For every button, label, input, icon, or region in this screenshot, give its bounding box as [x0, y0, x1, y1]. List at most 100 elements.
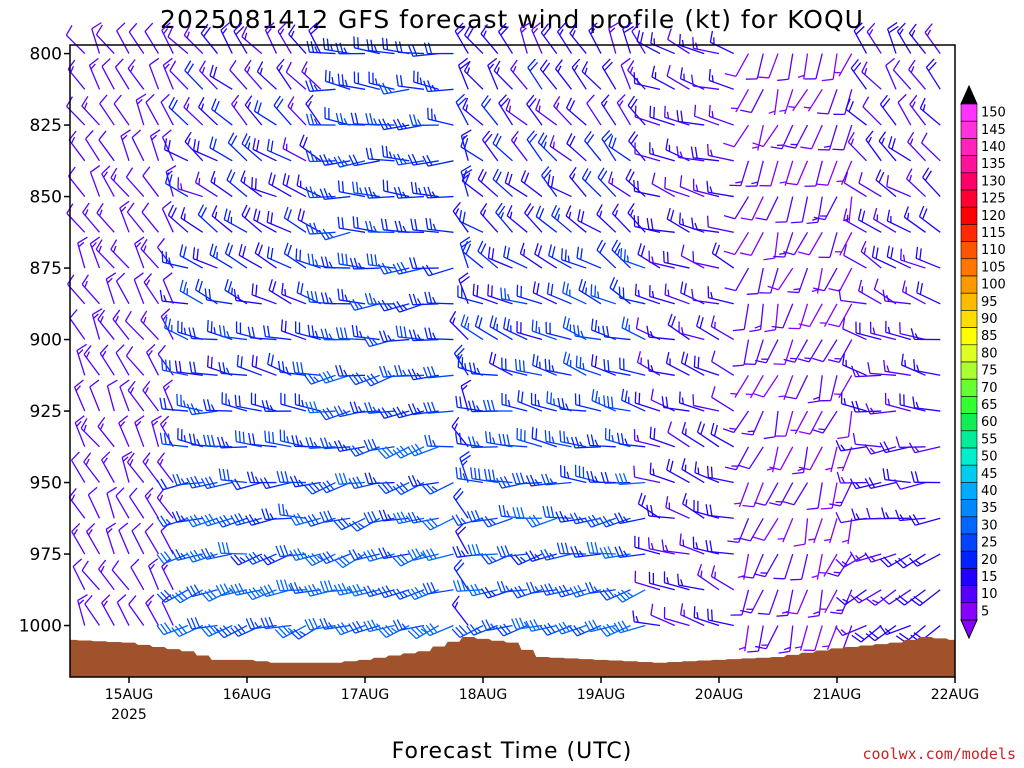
wind-barb [264, 22, 278, 54]
wind-barb [730, 374, 750, 398]
colorbar-swatch [960, 172, 978, 191]
wind-barb [378, 82, 410, 95]
wind-barb [754, 625, 779, 650]
wind-barb [807, 375, 823, 404]
wind-barb [128, 595, 145, 626]
wind-barb [804, 160, 823, 187]
colorbar-label: 145 [981, 123, 1006, 138]
wind-barb [908, 514, 941, 526]
wind-barb [248, 432, 277, 448]
wind-barb [252, 138, 277, 162]
wind-barb [738, 625, 750, 652]
wind-barb [140, 238, 159, 269]
wind-barb [602, 325, 631, 341]
wind-barb [604, 427, 631, 448]
colorbar-swatch [960, 550, 978, 569]
wind-barb [887, 136, 912, 162]
wind-barb [551, 204, 572, 233]
wind-barb [866, 22, 882, 54]
plot-frame [69, 44, 956, 678]
wind-barb [318, 228, 351, 241]
wind-barb [156, 589, 189, 603]
wind-barb [648, 571, 675, 591]
wind-barb [679, 533, 705, 555]
wind-barb [351, 324, 380, 341]
wind-barb [871, 245, 897, 269]
wind-barb [503, 317, 528, 341]
wind-barb [236, 354, 262, 376]
wind-barb [664, 176, 690, 198]
wind-barb [333, 155, 366, 168]
wind-barb [333, 517, 366, 531]
wind-barb [601, 58, 617, 90]
wind-barb [540, 23, 558, 54]
wind-barb [95, 24, 115, 55]
wind-barb [620, 388, 646, 412]
wind-barb [134, 236, 145, 269]
wind-barb [691, 74, 720, 90]
wind-barb [164, 172, 189, 198]
wind-barb [828, 339, 853, 363]
colorbar-label: 130 [981, 174, 1006, 189]
y-tick-label: 850 [30, 188, 62, 208]
wind-barb [174, 360, 203, 376]
wind-barb [324, 69, 351, 90]
wind-barb [266, 246, 292, 269]
wind-barb [458, 209, 484, 233]
wind-barb [908, 442, 941, 454]
x-axis-title: Forecast Time (UTC) [392, 739, 633, 764]
wind-barb [510, 130, 528, 162]
wind-barb [407, 403, 439, 416]
wind-barb [392, 588, 425, 600]
wind-barb [506, 205, 528, 233]
wind-barb [305, 401, 336, 414]
wind-barb [306, 40, 336, 55]
wind-barb [394, 364, 425, 377]
wind-barb [771, 303, 794, 329]
wind-barb [221, 392, 248, 412]
wind-barb [106, 486, 117, 519]
wind-barb [827, 553, 853, 577]
colorbar-swatch [960, 310, 978, 328]
wind-barb [899, 322, 926, 341]
wind-barb [99, 94, 115, 126]
wind-barb [806, 196, 823, 225]
wind-barb [335, 364, 366, 377]
wind-barb [628, 131, 646, 162]
wind-barb [752, 374, 779, 398]
y-axis: 800 825 850 875 900 925 950 975 1000 [19, 45, 70, 637]
wind-barb [407, 153, 439, 166]
wind-barb [245, 551, 277, 565]
wind-barb [493, 60, 513, 90]
wind-barb [101, 451, 115, 483]
wind-barb [633, 465, 661, 484]
wind-barb [616, 432, 646, 448]
wind-barb [422, 581, 454, 595]
wind-barb [240, 170, 263, 198]
wind-barb [546, 282, 572, 305]
wind-barb [220, 22, 233, 54]
wind-barb [192, 247, 218, 269]
colorbar-swatch [960, 585, 978, 604]
wind-barb [753, 517, 779, 541]
wind-barb [233, 289, 262, 305]
wind-barb [277, 22, 292, 54]
wind-barb [392, 118, 425, 131]
colorbar-label: 50 [981, 450, 998, 465]
wind-barb [633, 72, 661, 90]
wind-barb [378, 547, 410, 560]
wind-barb [790, 553, 809, 581]
wind-barb [828, 303, 853, 328]
wind-barb [422, 154, 454, 167]
wind-barb [696, 421, 720, 448]
wind-barb [705, 540, 734, 555]
wind-barb [526, 130, 543, 162]
wind-barb [496, 545, 528, 558]
wind-barb [621, 316, 646, 341]
wind-barb [337, 288, 366, 305]
wind-barb [539, 59, 558, 90]
wind-barb [807, 589, 823, 618]
wind-barb [769, 482, 794, 507]
wind-barb [603, 395, 631, 412]
wind-barb [184, 131, 204, 162]
